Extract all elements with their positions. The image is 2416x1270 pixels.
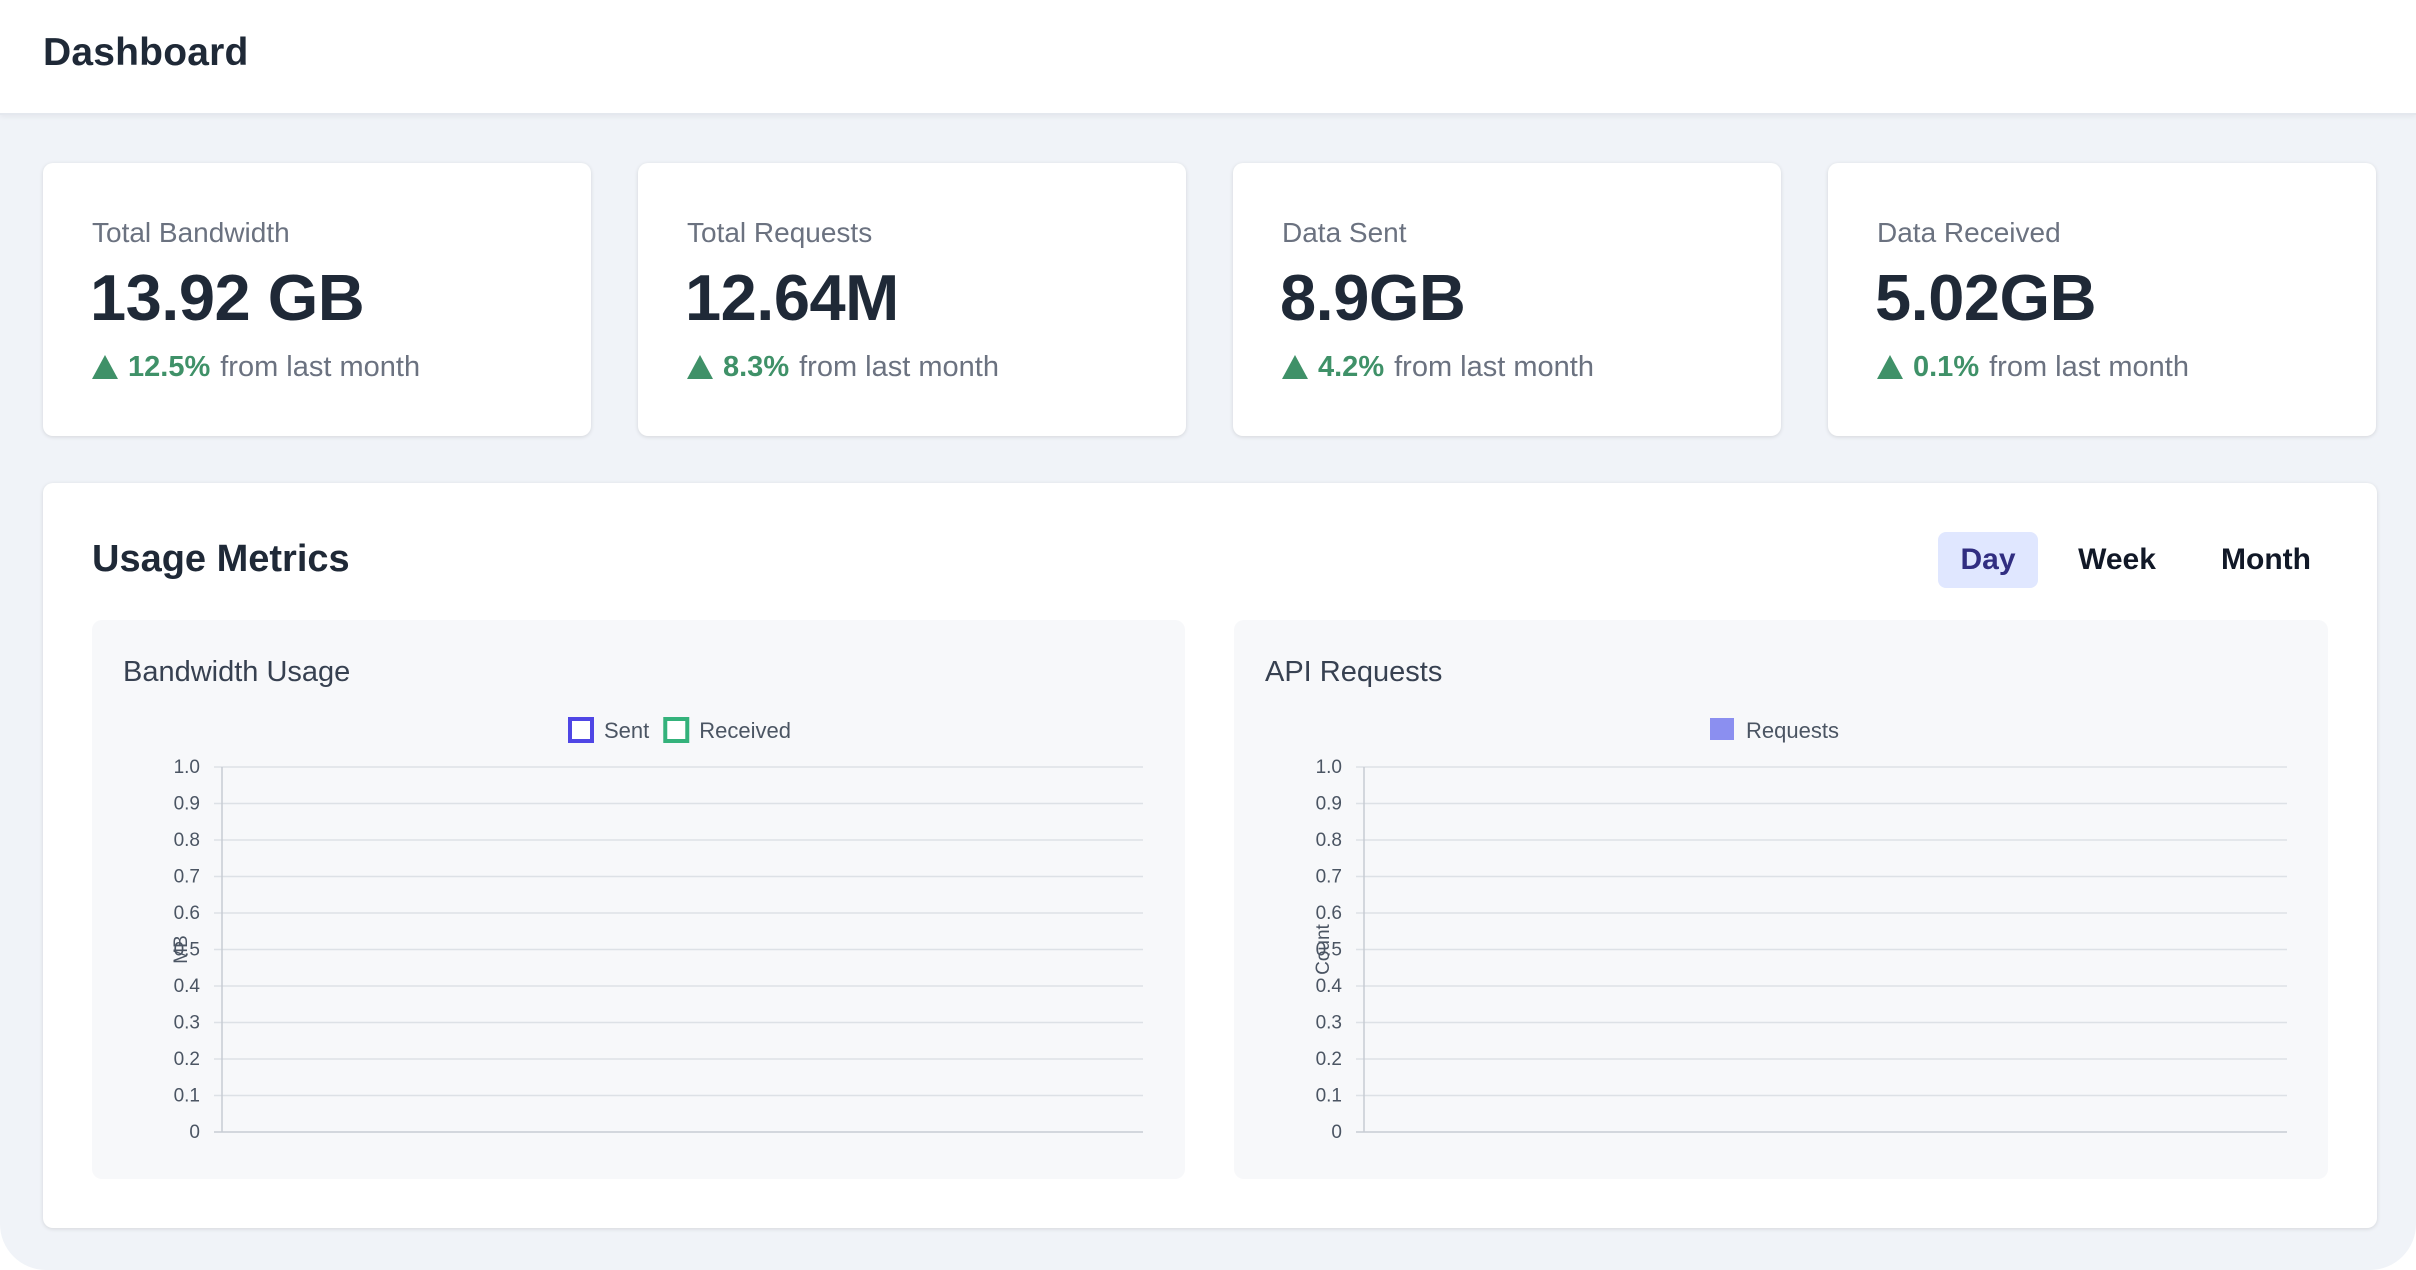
y-tick-label: 0.1 — [174, 1086, 200, 1107]
top-bar: Dashboard — [0, 0, 2416, 115]
stat-change-suffix: from last month — [1989, 351, 2189, 383]
stat-change-percent: 4.2% — [1318, 351, 1385, 383]
trend-up-icon — [1282, 354, 1308, 379]
y-tick-label: 0 — [1331, 1122, 1342, 1143]
trend-up-icon — [687, 354, 713, 379]
stat-change-suffix: from last month — [1394, 351, 1594, 383]
y-tick-label: 0 — [189, 1122, 200, 1143]
bandwidth-chart: 0 0.1 0.2 0.3 0.4 0.5 0.6 0.7 0.8 0.9 1.0 MB Sent Rec… — [171, 717, 1143, 1143]
trend-up-icon — [92, 354, 118, 379]
range-week-button[interactable]: Week — [2057, 532, 2177, 588]
legend-swatch-sent — [568, 717, 594, 743]
y-tick-label: 0.6 — [1316, 903, 1342, 924]
api-requests-chart-panel: API Requests 0 0.1 0.2 0.3 0.4 0.5 0.6 0.7 0.8 0.… — [1234, 620, 2328, 1179]
stat-value: 13.92 GB — [90, 261, 365, 334]
stat-change: 0.1% from last month — [1877, 351, 2189, 384]
stat-label: Data Sent — [1282, 217, 1407, 248]
stat-card-data-sent: Data Sent 8.9GB 4.2% from last month — [1233, 163, 1781, 436]
y-tick-label: 1.0 — [174, 757, 200, 778]
y-tick-label: 0.5 — [174, 940, 200, 961]
stat-change: 4.2% from last month — [1282, 351, 1594, 384]
legend-label-sent: Sent — [604, 718, 649, 743]
y-tick-label: 0.6 — [174, 903, 200, 924]
range-day-button[interactable]: Day — [1938, 532, 2038, 588]
y-tick-label: 0.9 — [174, 794, 200, 815]
y-axis-label: MB — [171, 935, 192, 964]
y-tick-label: 0.2 — [174, 1049, 200, 1070]
stat-label: Total Requests — [687, 217, 873, 248]
stat-card-data-received: Data Received 5.02GB 0.1% from last mont… — [1828, 163, 2376, 436]
trend-up-icon — [1877, 354, 1903, 379]
stat-label: Total Bandwidth — [92, 217, 290, 248]
legend-label-received: Received — [699, 718, 791, 743]
legend-swatch-requests — [1710, 718, 1734, 740]
y-tick-label: 0.1 — [1316, 1086, 1342, 1107]
y-tick-label: 0.5 — [1316, 940, 1342, 961]
stat-card-total-requests: Total Requests 12.64M 8.3% from last mon… — [638, 163, 1186, 436]
stat-value: 5.02GB — [1875, 261, 2097, 334]
stat-change-suffix: from last month — [799, 351, 999, 383]
range-month-button[interactable]: Month — [2200, 532, 2332, 588]
y-tick-label: 1.0 — [1316, 757, 1342, 778]
y-axis-label: Count — [1313, 923, 1334, 974]
y-tick-label: 0.2 — [1316, 1049, 1342, 1070]
y-tick-label: 0.4 — [1316, 976, 1343, 997]
chart-title: API Requests — [1265, 656, 1443, 688]
legend-swatch-received — [663, 717, 690, 743]
usage-metrics-title: Usage Metrics — [92, 538, 350, 580]
chart-title: Bandwidth Usage — [123, 656, 351, 688]
legend-label-requests: Requests — [1746, 718, 1839, 743]
y-tick-label: 0.7 — [1316, 867, 1342, 888]
stat-change: 8.3% from last month — [687, 351, 999, 384]
bandwidth-chart-panel: Bandwidth Usage 0 0.1 0.2 0.3 0.4 0.5 0.6 0.7 0.… — [92, 620, 1185, 1179]
stat-change-percent: 12.5% — [128, 351, 211, 383]
stat-change: 12.5% from last month — [92, 351, 420, 384]
y-tick-label: 0.3 — [174, 1013, 200, 1034]
y-tick-label: 0.8 — [1316, 830, 1342, 851]
stat-change-percent: 8.3% — [723, 351, 790, 383]
y-tick-label: 0.9 — [1316, 794, 1342, 815]
stat-label: Data Received — [1877, 217, 2061, 248]
stat-change-percent: 0.1% — [1913, 351, 1980, 383]
usage-metrics-panel: Usage Metrics Day Week Month Bandwidth U… — [43, 483, 2377, 1228]
stat-value: 12.64M — [685, 261, 899, 334]
stat-card-total-bandwidth: Total Bandwidth 13.92 GB 12.5% from last… — [43, 163, 591, 436]
y-tick-label: 0.4 — [174, 976, 201, 997]
page-title: Dashboard — [43, 31, 249, 74]
api-requests-chart: 0 0.1 0.2 0.3 0.4 0.5 0.6 0.7 0.8 0.9 1.0 Count Requ… — [1313, 718, 2287, 1143]
y-tick-label: 0.8 — [174, 830, 200, 851]
y-tick-label: 0.7 — [174, 867, 200, 888]
y-tick-label: 0.3 — [1316, 1013, 1342, 1034]
stat-change-suffix: from last month — [220, 351, 421, 383]
stat-value: 8.9GB — [1280, 261, 1466, 334]
